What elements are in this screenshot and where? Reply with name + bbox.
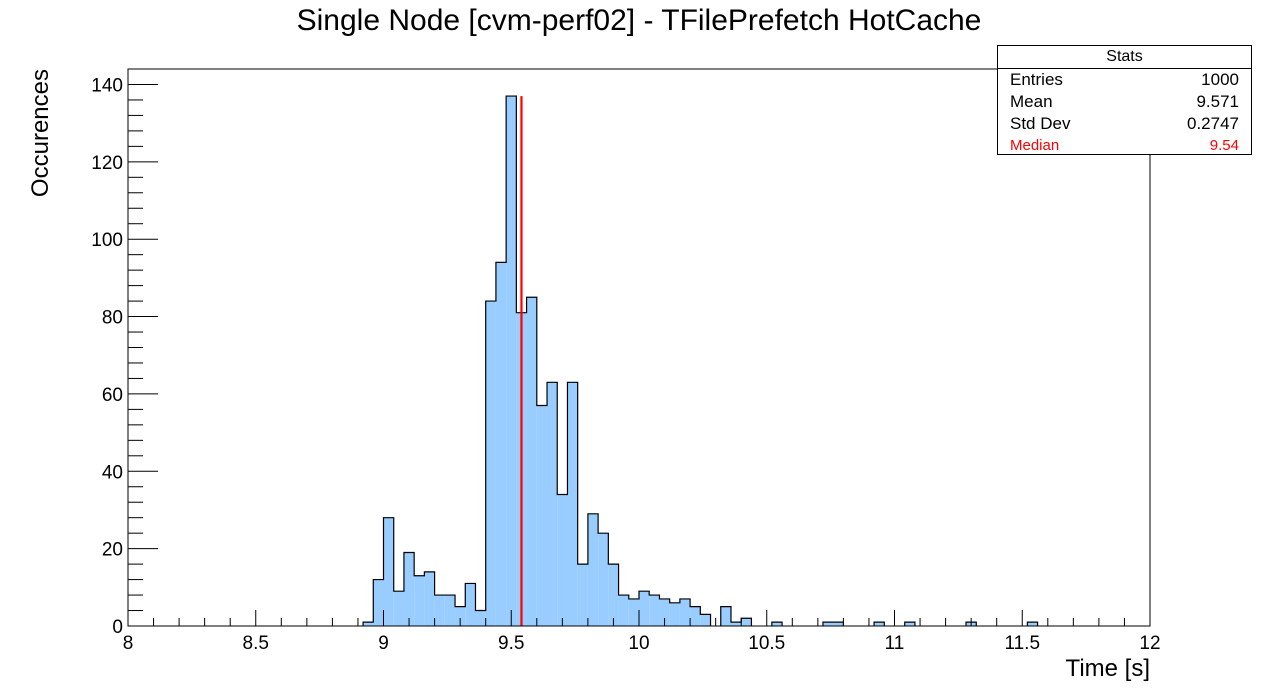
x-tick-label: 11.5 <box>1004 633 1040 654</box>
stats-stddev-value: 0.2747 <box>1187 114 1239 133</box>
y-tick-label: 60 <box>102 385 123 406</box>
histogram-bar <box>904 622 915 626</box>
stats-mean-label: Mean <box>1010 92 1053 111</box>
histogram-bar <box>434 595 445 626</box>
histogram-bars <box>362 95 1039 626</box>
histogram-bar <box>495 262 507 626</box>
histogram-bar <box>414 575 425 626</box>
histogram-bar <box>547 382 558 626</box>
x-tick-label: 9 <box>378 633 389 654</box>
histogram-bar <box>679 598 691 626</box>
histogram-bar <box>771 622 783 626</box>
stats-median-label: Median <box>1010 137 1060 154</box>
stats-entries-row: Entries 1000 <box>998 69 1251 91</box>
stats-median-row: Median 9.54 <box>998 135 1251 156</box>
chart-title: Single Node [cvm-perf02] - TFilePrefetch… <box>296 4 982 37</box>
histogram-bar <box>690 606 701 626</box>
histogram-bar <box>700 614 711 626</box>
histogram-bar <box>669 602 680 626</box>
histogram-bar <box>587 513 599 626</box>
histogram-bar <box>628 598 639 626</box>
x-tick-label: 10.5 <box>748 633 785 654</box>
stats-title: Stats <box>998 46 1251 69</box>
x-tick-label: 8 <box>123 633 134 654</box>
histogram-bar <box>424 571 435 626</box>
x-tick-label: 12 <box>1139 633 1160 654</box>
histogram-bar <box>608 564 619 626</box>
histogram-bar <box>649 595 660 626</box>
histogram-bar <box>506 96 517 626</box>
y-tick-label: 40 <box>102 462 123 483</box>
histogram-bar <box>363 622 374 626</box>
histogram-bar <box>485 301 496 626</box>
x-tick-label: 10 <box>628 633 649 654</box>
histogram-bar <box>444 595 456 626</box>
histogram-bar <box>373 579 384 626</box>
stats-box: Stats Entries 1000 Mean 9.571 Std Dev 0.… <box>997 45 1252 155</box>
histogram-bar <box>730 622 742 626</box>
x-tick-label: 9.5 <box>498 633 524 654</box>
y-tick-label: 20 <box>102 540 123 561</box>
stats-entries-label: Entries <box>1010 70 1063 89</box>
histogram-bar <box>475 610 486 626</box>
y-axis-label: Occurences <box>27 69 54 197</box>
histogram-bar <box>741 618 752 626</box>
histogram-bar <box>598 533 609 626</box>
histogram-bar <box>455 606 466 626</box>
y-tick-label: 0 <box>112 617 123 638</box>
stats-median-value: 9.54 <box>1209 137 1239 154</box>
x-tick-label: 8.5 <box>243 633 269 654</box>
y-tick-label: 80 <box>102 308 123 329</box>
histogram-outline <box>362 95 1039 626</box>
x-tick-label: 11 <box>885 633 905 654</box>
histogram-bar <box>536 405 548 626</box>
histogram-bar <box>1027 622 1038 626</box>
stats-entries-value: 1000 <box>1201 70 1239 89</box>
histogram-bar <box>833 622 844 626</box>
histogram-bar <box>618 595 629 626</box>
histogram-bar <box>403 552 415 626</box>
stats-mean-row: Mean 9.571 <box>998 91 1251 113</box>
stats-stddev-label: Std Dev <box>1010 114 1071 133</box>
y-tick-label: 100 <box>91 230 123 251</box>
stats-stddev-row: Std Dev 0.2747 <box>998 113 1251 135</box>
histogram-bar <box>393 591 404 626</box>
stats-mean-value: 9.571 <box>1196 92 1239 111</box>
histogram-bar <box>557 494 568 626</box>
histogram-bar <box>526 297 537 626</box>
histogram-bar <box>567 382 578 626</box>
histogram-bar <box>874 622 885 626</box>
histogram-bar <box>577 564 588 626</box>
histogram-bar <box>639 591 650 626</box>
y-tick-label: 140 <box>91 75 123 96</box>
histogram-bar <box>383 517 394 626</box>
histogram-bar <box>465 583 476 626</box>
histogram-bar <box>720 606 731 626</box>
x-axis-label: Time [s] <box>1066 655 1150 682</box>
histogram-bar <box>659 598 670 626</box>
y-tick-label: 120 <box>91 153 123 174</box>
histogram-bar <box>822 622 834 626</box>
